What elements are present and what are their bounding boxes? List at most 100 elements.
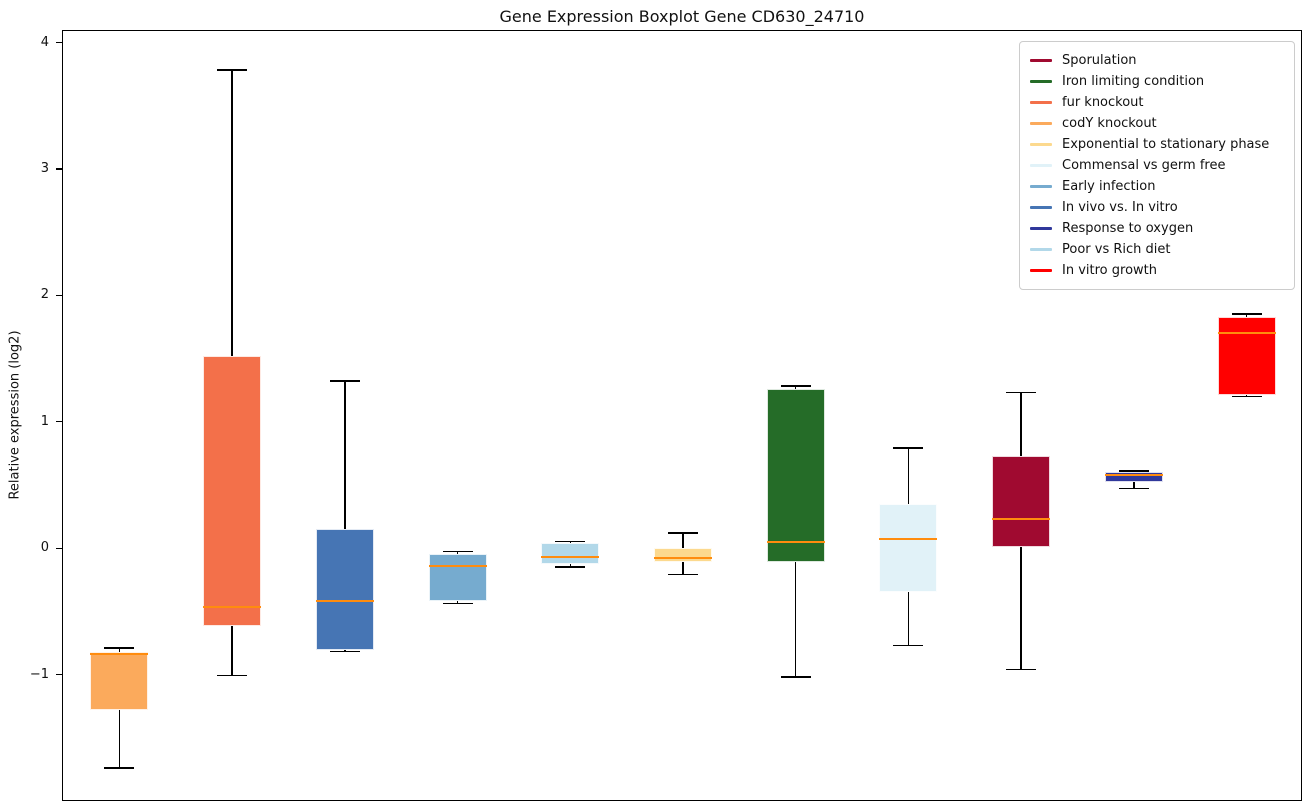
legend-label: Commensal vs germ free	[1062, 158, 1226, 173]
upper-cap	[104, 647, 135, 649]
y-tick-mark	[56, 294, 62, 297]
box	[90, 651, 149, 710]
box	[992, 455, 1051, 547]
lower-whisker	[682, 561, 684, 575]
chart-title: Gene Expression Boxplot Gene CD630_24710	[499, 7, 865, 26]
median-line	[428, 564, 487, 567]
upper-whisker	[907, 448, 910, 504]
box	[315, 528, 374, 651]
plot-area: Sporulation Iron limiting condition fur kn…	[62, 30, 1302, 801]
legend-color-line	[1030, 80, 1052, 83]
upper-whisker	[1020, 392, 1022, 456]
upper-whisker	[344, 381, 346, 529]
legend-label: Iron limiting condition	[1062, 74, 1205, 89]
legend-color-line	[1030, 227, 1052, 230]
y-tick-mark	[56, 421, 62, 423]
median-line	[541, 555, 600, 558]
legend-entry: In vitro growth	[1030, 260, 1284, 281]
upper-whisker	[1245, 314, 1248, 317]
upper-cap	[668, 532, 698, 534]
median-line	[1104, 473, 1163, 476]
y-tick-mark	[56, 673, 62, 676]
lower-cap	[1118, 487, 1149, 490]
lower-whisker	[231, 626, 233, 676]
legend-label: Response to oxygen	[1062, 221, 1194, 236]
lower-whisker	[456, 601, 459, 604]
lower-cap	[1231, 395, 1262, 398]
legend-color-line	[1030, 59, 1052, 62]
upper-cap	[1118, 470, 1149, 472]
y-tick-mark	[56, 41, 62, 44]
box	[1217, 316, 1276, 395]
legend-entry: Iron limiting condition	[1030, 71, 1284, 92]
legend-entry: Sporulation	[1030, 50, 1284, 71]
upper-cap	[329, 380, 360, 382]
median-line	[654, 557, 712, 560]
legend: Sporulation Iron limiting condition fur kn…	[1019, 41, 1295, 290]
y-tick-mark	[56, 547, 62, 549]
median-line	[1217, 332, 1276, 335]
box	[203, 355, 262, 627]
y-tick-label: 1	[40, 413, 49, 429]
upper-cap	[1231, 313, 1262, 315]
y-tick-label: 3	[40, 161, 49, 177]
y-tick-mark	[56, 168, 62, 170]
upper-cap	[1006, 391, 1037, 394]
legend-label: Poor vs Rich diet	[1062, 242, 1171, 257]
upper-cap	[555, 540, 586, 543]
legend-label: Sporulation	[1062, 53, 1137, 68]
legend-entry: fur knockout	[1030, 92, 1284, 113]
upper-cap	[442, 550, 473, 553]
upper-cap	[893, 447, 924, 449]
upper-whisker	[794, 386, 797, 389]
lower-whisker	[118, 709, 121, 768]
lower-cap	[217, 674, 248, 677]
legend-entry: In vivo vs. In vitro	[1030, 197, 1284, 218]
box	[879, 503, 938, 593]
upper-whisker	[231, 70, 233, 356]
legend-label: In vitro growth	[1062, 263, 1157, 278]
legend-entry: Early infection	[1030, 176, 1284, 197]
median-line	[203, 606, 262, 609]
box	[428, 554, 487, 602]
upper-whisker	[118, 647, 121, 652]
lower-cap	[893, 644, 924, 647]
legend-label: Early infection	[1062, 179, 1156, 194]
y-tick-label: 4	[40, 34, 49, 50]
legend-entry: Commensal vs germ free	[1030, 155, 1284, 176]
median-line	[315, 600, 374, 603]
legend-label: In vivo vs. In vitro	[1062, 200, 1178, 215]
lower-cap	[329, 650, 360, 653]
median-line	[879, 538, 938, 541]
legend-entry: codY knockout	[1030, 113, 1284, 134]
upper-whisker	[456, 551, 459, 555]
median-line	[766, 540, 825, 543]
box	[1104, 472, 1163, 483]
lower-whisker	[1133, 482, 1135, 489]
lower-whisker	[794, 561, 797, 677]
legend-color-line	[1030, 185, 1052, 188]
upper-whisker	[682, 532, 684, 548]
legend-color-line	[1030, 206, 1052, 209]
y-tick-label: −1	[29, 666, 49, 682]
legend-color-line	[1030, 101, 1052, 104]
upper-cap	[217, 69, 248, 71]
lower-cap	[442, 602, 473, 605]
box	[766, 388, 825, 562]
lower-whisker	[569, 564, 572, 567]
legend-color-line	[1030, 122, 1052, 125]
legend-color-line	[1030, 269, 1052, 272]
lower-cap	[668, 573, 698, 576]
lower-cap	[1006, 668, 1037, 671]
lower-cap	[555, 566, 586, 568]
lower-cap	[780, 676, 811, 678]
legend-entry: Response to oxygen	[1030, 218, 1284, 239]
y-tick-label: 0	[40, 540, 49, 556]
lower-whisker	[1020, 546, 1022, 670]
box	[654, 547, 712, 562]
legend-entry: Exponential to stationary phase	[1030, 134, 1284, 155]
legend-color-line	[1030, 248, 1052, 251]
legend-entry: Poor vs Rich diet	[1030, 239, 1284, 260]
legend-label: fur knockout	[1062, 95, 1144, 110]
